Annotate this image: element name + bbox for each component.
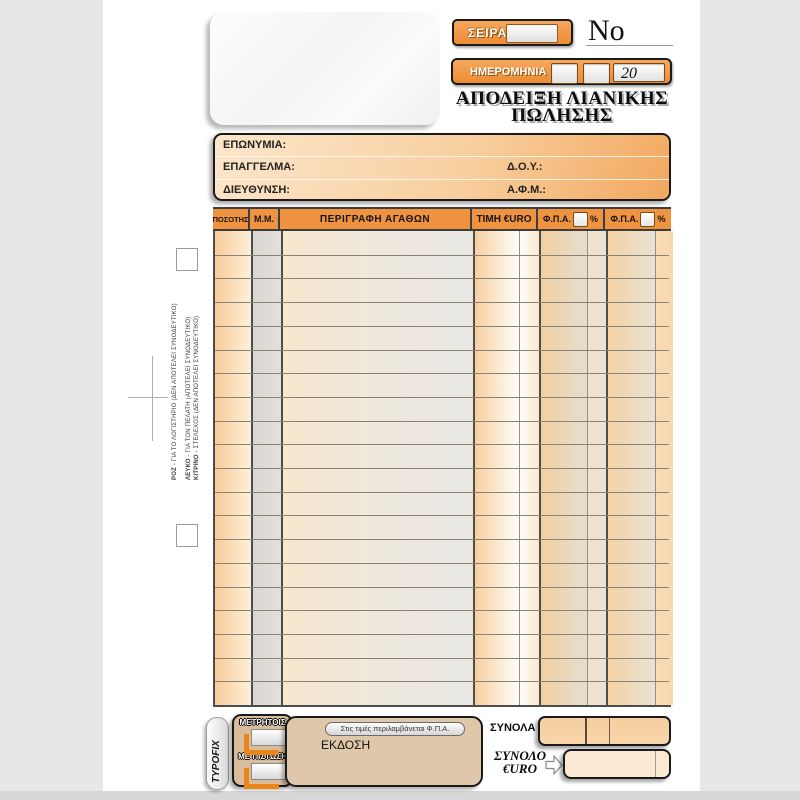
vat2-column-header: Φ.Π.Α. % — [605, 209, 671, 229]
cash-label: ΜΕΤΡΗΤΟΙΣ — [239, 718, 286, 727]
checkbox-shadow — [243, 734, 279, 755]
totals-divider — [585, 718, 587, 744]
table-row-line — [215, 539, 669, 540]
table-row-line — [215, 373, 669, 374]
grand-total-divider — [655, 751, 656, 777]
crop-cross-horizontal — [128, 397, 168, 398]
price-column-header: ΤΙΜΗ €URO — [472, 209, 538, 229]
page-title-line1: ΑΠΟΔΕΙΞΗ ΛΙΑΝΙΚΗΣ — [455, 88, 669, 109]
table-row-line — [215, 587, 669, 588]
credit-label: ΜΕ ΠΙΣΤΩΣΗ — [238, 752, 287, 761]
table-row-line — [215, 350, 669, 351]
series-field: ΣΕΙΡΑ — [452, 19, 573, 46]
series-label: ΣΕΙΡΑ — [468, 26, 508, 40]
number-label: No — [588, 14, 625, 47]
table-row-line — [215, 515, 669, 516]
table-row-line — [215, 658, 669, 659]
date-day-box[interactable] — [551, 63, 578, 84]
credit-checkbox[interactable] — [243, 763, 287, 789]
registration-mark-top — [176, 248, 198, 271]
copy-note-yellow-text: - ΣΤΕΛΕΧΟΣ (ΔΕΝ ΑΠΟΤΕΛΕΙ ΣΥΝΟΔΕΥΤΙΚΟ) — [193, 315, 200, 455]
date-field: ΗΜΕΡΟΜΗΝΙΑ 20 — [451, 58, 672, 85]
totals-box[interactable] — [538, 716, 671, 746]
table-row-line — [215, 681, 669, 682]
totals-divider — [609, 718, 610, 744]
table-row-line — [215, 468, 669, 469]
copy-note-pink: ΡΟΖ - ΓΙΑ ΤΟ ΛΟΓΙΣΤΗΡΙΟ (ΔΕΝ ΑΠΟΤΕΛΕΙ ΣΥ… — [172, 303, 180, 480]
description-column-header: ΠΕΡΙΓΡΑΦΗ ΑΓΑΘΩΝ — [280, 209, 472, 229]
table-row-line — [215, 634, 669, 635]
checkbox-field[interactable] — [250, 729, 287, 746]
table-row-line — [215, 326, 669, 327]
photo-bottom-edge — [0, 791, 800, 800]
vat2-percent-label: % — [657, 214, 666, 224]
table-row-line — [215, 492, 669, 493]
business-info-panel: ΕΠΩΝΥΜΙΑ: ΕΠΑΓΓΕΛΜΑ: Δ.Ο.Υ.: ΔΙΕΥΘΥΝΣΗ: … — [213, 133, 671, 201]
info-row-address[interactable]: ΔΙΕΥΘΥΝΣΗ: Α.Φ.Μ.: — [215, 180, 669, 199]
table-row-line — [215, 302, 669, 303]
page-title-line2: ΠΩΛΗΣΗΣ — [511, 105, 613, 126]
grand-total-label-line2: €URO — [503, 761, 537, 776]
table-row-line — [215, 421, 669, 422]
unit-column-header: Μ.Μ. — [250, 209, 280, 229]
items-table-header: ΠΟΣΟΤΗΣ Μ.Μ. ΠΕΡΙΓΡΑΦΗ ΑΓΑΘΩΝ ΤΙΜΗ €URO … — [212, 207, 671, 231]
vat1-percent-label: % — [589, 214, 598, 224]
info-row-name[interactable]: ΕΠΩΝΥΜΙΑ: — [215, 135, 669, 158]
totals-label: ΣΥΝΟΛΑ — [490, 722, 536, 734]
series-input-box[interactable] — [506, 24, 558, 43]
vat2-rate-box[interactable] — [640, 211, 656, 227]
date-label: ΗΜΕΡΟΜΗΝΙΑ — [470, 66, 547, 78]
vat2-label: Φ.Π.Α. — [610, 214, 639, 224]
grand-total-box[interactable] — [563, 749, 671, 779]
edition-label: ΕΚΔΟΣΗ — [321, 738, 371, 752]
vat1-rate-box[interactable] — [572, 211, 588, 227]
vat1-label: Φ.Π.Α. — [543, 214, 571, 224]
grand-total-label: ΣΥΝΟΛΟ €URO — [492, 749, 548, 775]
edition-box: Στις τιμές περιλαμβάνεται Φ.Π.Α. ΕΚΔΟΣΗ — [285, 716, 483, 787]
checkbox-field[interactable] — [250, 763, 287, 780]
grand-total-label-line1: ΣΥΝΟΛΟ — [494, 748, 546, 763]
table-row-line — [215, 444, 669, 445]
vat-included-note: Στις τιμές περιλαμβάνεται Φ.Π.Α. — [325, 722, 465, 736]
copy-color-pink: ΡΟΖ — [172, 467, 178, 480]
payment-method-box: ΜΕΤΡΗΤΟΙΣ ΜΕ ΠΙΣΤΩΣΗ — [232, 714, 293, 789]
profession-label: ΕΠΑΓΓΕΛΜΑ: — [223, 161, 295, 174]
copy-color-white: ΛΕΥΚΟ — [186, 458, 192, 480]
table-row-line — [215, 255, 669, 256]
copy-note-pink-text: - ΓΙΑ ΤΟ ΛΟΓΙΣΤΗΡΙΟ (ΔΕΝ ΑΠΟΤΕΛΕΙ ΣΥΝΟΔΕ… — [172, 303, 178, 468]
arrow-right-icon — [545, 754, 563, 780]
copy-color-yellow: ΚΙΤΡΙΝΟ — [193, 454, 200, 480]
company-stamp-area — [210, 12, 440, 125]
items-table-body[interactable] — [213, 231, 673, 707]
date-year-box[interactable]: 20 — [613, 63, 665, 82]
items-table: ΠΟΣΟΤΗΣ Μ.Μ. ΠΕΡΙΓΡΑΦΗ ΑΓΑΘΩΝ ΤΙΜΗ €URO … — [212, 207, 673, 707]
copy-note-white-yellow: ΛΕΥΚΟ - ΓΙΑ ΤΟΝ ΠΕΛΑΤΗ (ΑΠΟΤΕΛΕΙ ΣΥΝΟΔΕΥ… — [186, 316, 201, 480]
brand-name: TYPOFIX — [211, 740, 222, 783]
tax-office-label: Δ.Ο.Υ.: — [507, 161, 543, 174]
table-row-line — [215, 397, 669, 398]
crop-cross-vertical — [152, 356, 153, 441]
checkbox-shadow — [243, 768, 279, 789]
table-row-line — [215, 610, 669, 611]
date-month-box[interactable] — [583, 63, 610, 84]
copy-note-white-text: - ΓΙΑ ΤΟΝ ΠΕΛΑΤΗ (ΑΠΟΤΕΛΕΙ ΣΥΝΟΔΕΥΤΙΚΟ) — [186, 316, 192, 459]
registration-mark-bottom — [176, 524, 198, 547]
page-title: ΑΠΟΔΕΙΞΗ ΛΙΑΝΙΚΗΣ ΠΩΛΗΣΗΣ — [452, 88, 672, 126]
brand-pill — [206, 717, 229, 790]
info-row-profession[interactable]: ΕΠΑΓΓΕΛΜΑ: Δ.Ο.Υ.: — [215, 157, 669, 180]
vat-number-label: Α.Φ.Μ.: — [507, 183, 546, 196]
company-name-label: ΕΠΩΝΥΜΙΑ: — [223, 139, 287, 151]
cash-checkbox[interactable] — [243, 729, 287, 755]
address-label: ΔΙΕΥΘΥΝΣΗ: — [223, 183, 290, 196]
quantity-column-header: ΠΟΣΟΤΗΣ — [212, 209, 250, 229]
table-row-line — [215, 278, 669, 279]
table-row-line — [215, 563, 669, 564]
vat1-column-header: Φ.Π.Α. % — [538, 209, 605, 229]
number-blank-line[interactable] — [586, 45, 673, 46]
